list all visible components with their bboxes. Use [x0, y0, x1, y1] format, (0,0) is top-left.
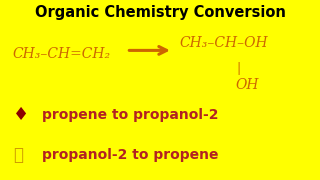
Text: ♦: ♦: [13, 106, 29, 124]
Text: Organic Chemistry Conversion: Organic Chemistry Conversion: [35, 5, 285, 20]
Text: CH₃–CH–OH: CH₃–CH–OH: [179, 36, 268, 50]
Text: 👍: 👍: [13, 146, 23, 164]
Text: |: |: [236, 62, 241, 75]
Text: propene to propanol-2: propene to propanol-2: [42, 108, 218, 122]
Text: propanol-2 to propene: propanol-2 to propene: [42, 148, 218, 162]
Text: CH₃–CH=CH₂: CH₃–CH=CH₂: [13, 47, 111, 61]
Text: OH: OH: [235, 78, 259, 92]
